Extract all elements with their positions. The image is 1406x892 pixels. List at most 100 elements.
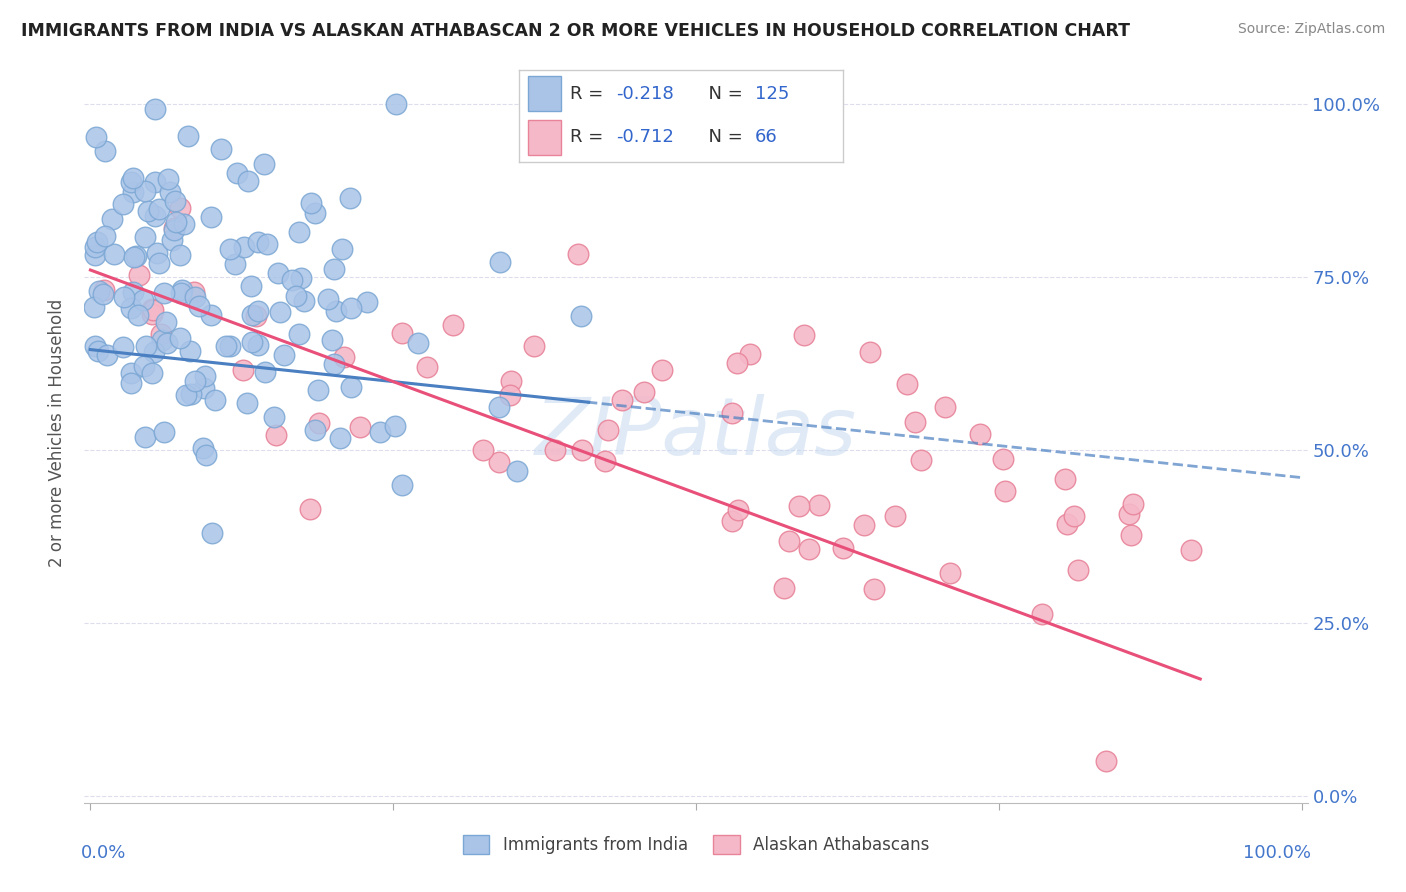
Point: [93, 287, 115, 301]
Point: [266, 428, 288, 442]
Legend: Immigrants from India, Alaskan Athabascans: Immigrants from India, Alaskan Athabasca…: [456, 829, 936, 861]
Point: [793, 327, 815, 342]
Point: [304, 206, 326, 220]
Point: [142, 303, 165, 318]
Point: [83, 300, 105, 314]
Point: [329, 431, 352, 445]
Point: [339, 191, 361, 205]
Point: [721, 514, 744, 528]
Point: [340, 301, 363, 316]
Point: [254, 365, 277, 379]
Point: [150, 327, 173, 342]
Point: [523, 339, 546, 353]
Point: [246, 304, 269, 318]
Point: [174, 388, 197, 402]
Point: [163, 222, 186, 236]
Point: [253, 157, 276, 171]
Point: [183, 290, 205, 304]
Point: [299, 196, 322, 211]
Point: [307, 383, 329, 397]
Point: [111, 197, 134, 211]
Point: [994, 483, 1017, 498]
Point: [103, 247, 125, 261]
Point: [219, 242, 242, 256]
Point: [136, 203, 159, 218]
Point: [86, 235, 108, 249]
Point: [1095, 754, 1118, 768]
Point: [146, 245, 169, 260]
Point: [1180, 543, 1202, 558]
Point: [292, 294, 315, 309]
Point: [273, 348, 295, 362]
Point: [120, 376, 142, 390]
Point: [224, 257, 246, 271]
Point: [778, 534, 800, 549]
Point: [179, 343, 201, 358]
Point: [141, 307, 163, 321]
Point: [156, 171, 179, 186]
Point: [808, 499, 831, 513]
Point: [391, 478, 413, 492]
Point: [204, 393, 226, 408]
Point: [391, 326, 413, 340]
Point: [120, 175, 142, 189]
Point: [84, 248, 107, 262]
Point: [101, 212, 124, 227]
Point: [94, 144, 117, 158]
Point: [134, 229, 156, 244]
Point: [245, 309, 267, 323]
Text: Source: ZipAtlas.com: Source: ZipAtlas.com: [1237, 22, 1385, 37]
Text: 0.0%: 0.0%: [80, 844, 127, 862]
Point: [155, 315, 177, 329]
Point: [236, 173, 259, 187]
Point: [799, 542, 821, 557]
Point: [896, 377, 918, 392]
Point: [87, 285, 110, 299]
Point: [134, 184, 156, 198]
Point: [169, 331, 191, 345]
Point: [370, 425, 392, 439]
Point: [94, 229, 117, 244]
Text: ZIP​atlas: ZIP​atlas: [534, 393, 858, 472]
Point: [127, 308, 149, 322]
Point: [1031, 607, 1053, 622]
Point: [787, 499, 810, 513]
Point: [193, 441, 215, 455]
Point: [721, 406, 744, 420]
Point: [333, 350, 356, 364]
Point: [142, 344, 165, 359]
Point: [209, 142, 232, 156]
Point: [256, 237, 278, 252]
Point: [141, 367, 163, 381]
Point: [284, 289, 307, 303]
Point: [633, 384, 655, 399]
Point: [145, 209, 167, 223]
Point: [215, 338, 238, 352]
Point: [177, 128, 200, 143]
Point: [863, 582, 886, 597]
Point: [304, 423, 326, 437]
Point: [163, 194, 186, 209]
Point: [201, 525, 224, 540]
Point: [571, 443, 593, 458]
Point: [1067, 563, 1090, 577]
Point: [153, 425, 176, 440]
Point: [323, 262, 346, 277]
Point: [969, 427, 991, 442]
Point: [349, 420, 371, 434]
Point: [159, 185, 181, 199]
Point: [269, 304, 291, 318]
Point: [163, 221, 186, 235]
Point: [84, 130, 107, 145]
Point: [235, 396, 257, 410]
Point: [501, 374, 523, 388]
Point: [132, 293, 155, 308]
Point: [84, 240, 107, 254]
Point: [112, 290, 135, 304]
Point: [246, 338, 269, 352]
Point: [488, 401, 510, 415]
Point: [135, 339, 157, 353]
Point: [84, 339, 107, 353]
Point: [233, 240, 256, 254]
Point: [330, 242, 353, 256]
